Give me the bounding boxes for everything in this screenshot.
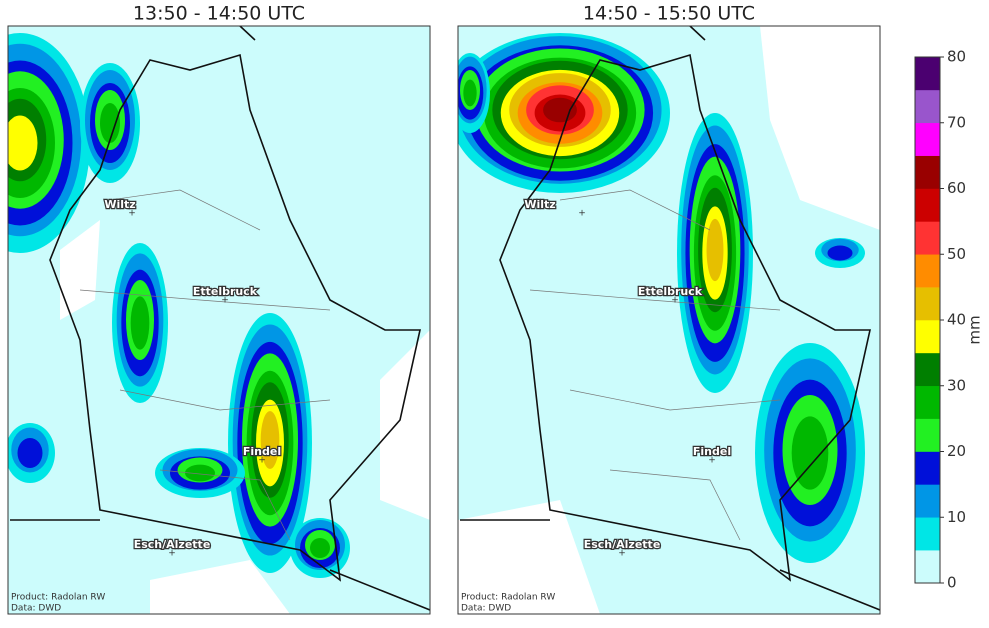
radar-cell [260, 411, 280, 469]
panel-title: 14:50 - 15:50 UTC [583, 3, 755, 25]
radar-cell [706, 218, 724, 282]
radar-cell [185, 464, 215, 482]
canton-border [79, 189, 331, 541]
city-marker: + [708, 456, 716, 466]
city-label: Findel [243, 445, 281, 458]
city-label: Esch/Alzette [584, 538, 661, 551]
radar-cell [463, 79, 477, 107]
colorbar-band [915, 385, 940, 419]
city-label: Esch/Alzette [134, 538, 211, 551]
colorbar-tick-label: 80 [947, 48, 966, 66]
country-border [499, 53, 871, 582]
colorbar-band [915, 89, 940, 124]
city-label: Wiltz [104, 198, 135, 211]
city-marker: + [671, 296, 679, 306]
city-label: Wiltz [524, 198, 555, 211]
region-border [10, 26, 430, 611]
city-marker: + [618, 549, 626, 559]
colorbar-tick-label: 20 [947, 442, 966, 460]
colorbar-tick-label: 60 [947, 179, 966, 197]
city-marker: + [258, 456, 266, 466]
radar-cell [100, 103, 120, 143]
radar-cell [827, 245, 853, 261]
city-label: Ettelbruck [193, 285, 258, 298]
colorbar-band [915, 352, 940, 387]
canton-border [529, 189, 781, 541]
colorbar-tick-label: 40 [947, 311, 966, 329]
footer-text: Product: Radolan RW [11, 593, 105, 603]
radar-cell [310, 538, 330, 558]
footer-text: Data: DWD [461, 604, 511, 614]
colorbar-band [915, 517, 940, 551]
colorbar-label: mm [966, 315, 984, 344]
colorbar-band [915, 451, 940, 485]
radar-cell [791, 416, 829, 490]
colorbar-band [915, 155, 940, 189]
colorbar-band [915, 287, 940, 321]
radar-cell [17, 438, 43, 468]
map-panel: + + + + [458, 26, 880, 614]
colorbar-band [915, 57, 940, 91]
panel-title: 13:50 - 14:50 UTC [133, 3, 305, 25]
colorbar-tick-label: 30 [947, 376, 966, 394]
colorbar-tick-label: 0 [947, 574, 957, 592]
colorbar-band [915, 484, 940, 518]
colorbar-band [915, 418, 940, 452]
colorbar-tick-label: 10 [947, 508, 966, 526]
colorbar-band [915, 550, 940, 584]
city-label: Ettelbruck [638, 285, 703, 298]
region-border [460, 26, 880, 611]
city-label: Findel [693, 445, 731, 458]
city-marker: + [578, 209, 586, 219]
colorbar-band [915, 320, 940, 354]
map-panel: + + + + [8, 26, 430, 614]
footer-text: Product: Radolan RW [461, 593, 555, 603]
colorbar-band [915, 122, 940, 156]
colorbar-band [915, 254, 940, 288]
city-marker: + [168, 549, 176, 559]
radar-cell [8, 115, 38, 171]
city-marker: + [128, 209, 136, 219]
city-marker: + [221, 296, 229, 306]
colorbar-tick-label: 50 [947, 245, 966, 263]
footer-text: Data: DWD [11, 604, 61, 614]
colorbar-band [915, 221, 940, 255]
colorbar-band [915, 188, 940, 222]
radar-cell [543, 97, 577, 123]
colorbar-tick-label: 70 [947, 113, 966, 131]
radar-cell [130, 296, 150, 350]
country-border [49, 53, 421, 582]
